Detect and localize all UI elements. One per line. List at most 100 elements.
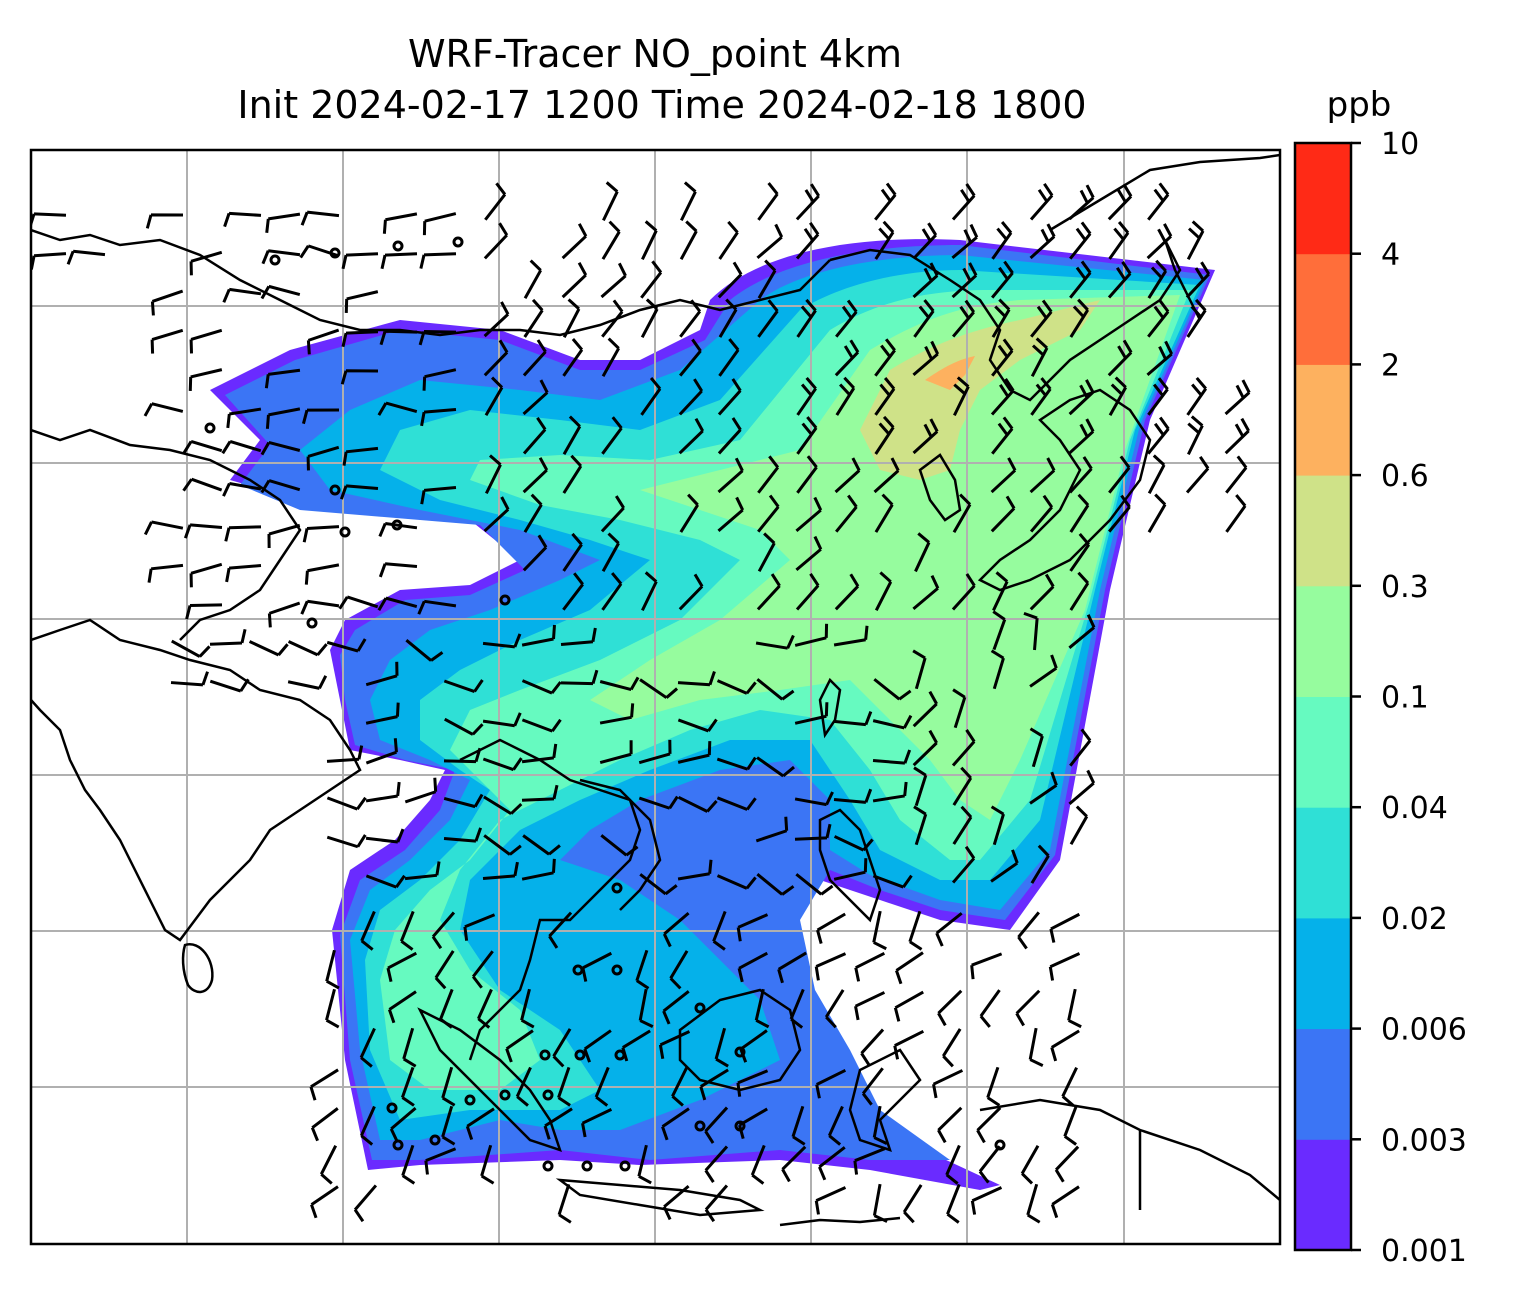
wind-barb — [912, 729, 938, 767]
wind-barb — [872, 910, 887, 951]
wind-barb — [359, 1105, 376, 1146]
wind-barb — [1049, 912, 1081, 943]
wind-barb — [677, 859, 713, 881]
wind-barb — [225, 564, 262, 583]
wind-barb — [976, 1106, 1002, 1144]
wind-barb — [818, 1146, 846, 1181]
wind-barb — [1069, 805, 1089, 845]
wind-barb — [521, 624, 556, 647]
wind-barb — [267, 523, 301, 549]
wind-barb — [757, 182, 779, 221]
wind-barb — [424, 1147, 457, 1175]
wind-barb — [463, 913, 496, 941]
wind-barb — [795, 535, 823, 572]
wind-barb — [477, 988, 493, 1029]
wind-barb-calm — [734, 1046, 746, 1058]
wind-barb — [1048, 952, 1081, 981]
wind-barb — [1147, 182, 1170, 221]
wind-barb — [302, 525, 340, 543]
wind-barb — [143, 520, 184, 536]
wind-barb — [739, 1029, 768, 1063]
wind-barb — [1050, 1185, 1080, 1219]
wind-barb — [378, 562, 418, 578]
wind-barb — [991, 260, 1014, 299]
wind-barb — [946, 1183, 961, 1224]
wind-barb — [716, 796, 757, 811]
wind-barb — [873, 457, 900, 494]
wind-barb — [639, 678, 679, 699]
wind-barb — [718, 220, 739, 260]
wind-barb — [1225, 494, 1247, 533]
wind-barb — [835, 494, 858, 533]
wind-barb — [581, 951, 613, 982]
wind-barb — [300, 210, 340, 226]
wind-barb — [1063, 1105, 1078, 1146]
wind-barb — [872, 749, 912, 765]
wind-barb — [1069, 571, 1090, 611]
wind-barb — [484, 454, 502, 495]
wind-barb — [389, 1106, 417, 1143]
wind-barb — [465, 1107, 495, 1141]
wind-barb — [1068, 614, 1096, 649]
wind-barb — [248, 640, 289, 657]
wind-barb — [1224, 379, 1251, 416]
wind-barb — [443, 747, 482, 764]
wind-barb — [952, 766, 973, 806]
wind-barb — [757, 259, 777, 299]
wind-barb — [833, 625, 869, 647]
wind-barb — [754, 988, 770, 1029]
wind-barb — [662, 1184, 690, 1221]
wind-barb — [662, 990, 690, 1025]
wind-barb — [1054, 1145, 1080, 1183]
wind-barb-calm — [619, 1160, 631, 1172]
wind-barb — [189, 328, 223, 354]
wind-barb — [1029, 457, 1056, 494]
wind-barb — [912, 222, 938, 260]
wind-barb — [562, 572, 584, 611]
wind-barb — [261, 249, 301, 265]
wind-barb — [145, 213, 184, 229]
wind-barb — [419, 252, 457, 269]
colorbar-tick-label: 0.6 — [1381, 459, 1429, 494]
wind-barb — [640, 298, 659, 339]
wind-barb — [1029, 223, 1056, 260]
wind-barb — [265, 212, 301, 233]
wind-barb — [222, 287, 262, 303]
wind-barb — [182, 477, 223, 492]
wind-barb — [441, 1066, 456, 1107]
colorbar-segments — [1295, 143, 1351, 1251]
wind-barb — [326, 638, 367, 653]
wind-barb — [717, 496, 745, 533]
wind-barb — [1029, 771, 1058, 805]
wind-barb — [816, 912, 846, 944]
wind-barb — [834, 339, 860, 377]
wind-barb-calm — [542, 1089, 554, 1101]
wind-barb — [795, 873, 834, 896]
wind-barb — [872, 781, 908, 803]
wind-barb — [560, 627, 597, 647]
wind-barb — [601, 572, 623, 611]
wind-barb — [339, 484, 379, 500]
wind-barb — [1186, 220, 1205, 261]
colorbar: ppb 0.001 0.003 0.006 0.02 0.04 0.1 0.3 0.6 2 4 10 — [1293, 85, 1467, 1269]
wind-barb — [835, 299, 858, 338]
wind-barb — [183, 523, 223, 539]
wind-barb — [795, 183, 820, 221]
wind-barb — [365, 828, 405, 844]
colorbar-tick-label: 0.001 — [1381, 1234, 1467, 1269]
wind-barb — [677, 670, 716, 687]
wind-barb — [562, 298, 581, 339]
wind-barb — [443, 793, 484, 809]
wind-barb — [380, 252, 418, 270]
wind-barb — [712, 910, 727, 951]
colorbar-segment — [1295, 364, 1351, 476]
wind-barb — [953, 376, 970, 417]
wind-barb — [635, 949, 650, 990]
wind-barb — [834, 573, 860, 611]
wind-barb — [757, 299, 779, 338]
wind-barb — [678, 378, 704, 416]
wind-barb — [404, 777, 438, 804]
wind-barb — [521, 858, 556, 881]
wind-barb — [872, 1183, 888, 1223]
wind-barb — [913, 299, 935, 338]
